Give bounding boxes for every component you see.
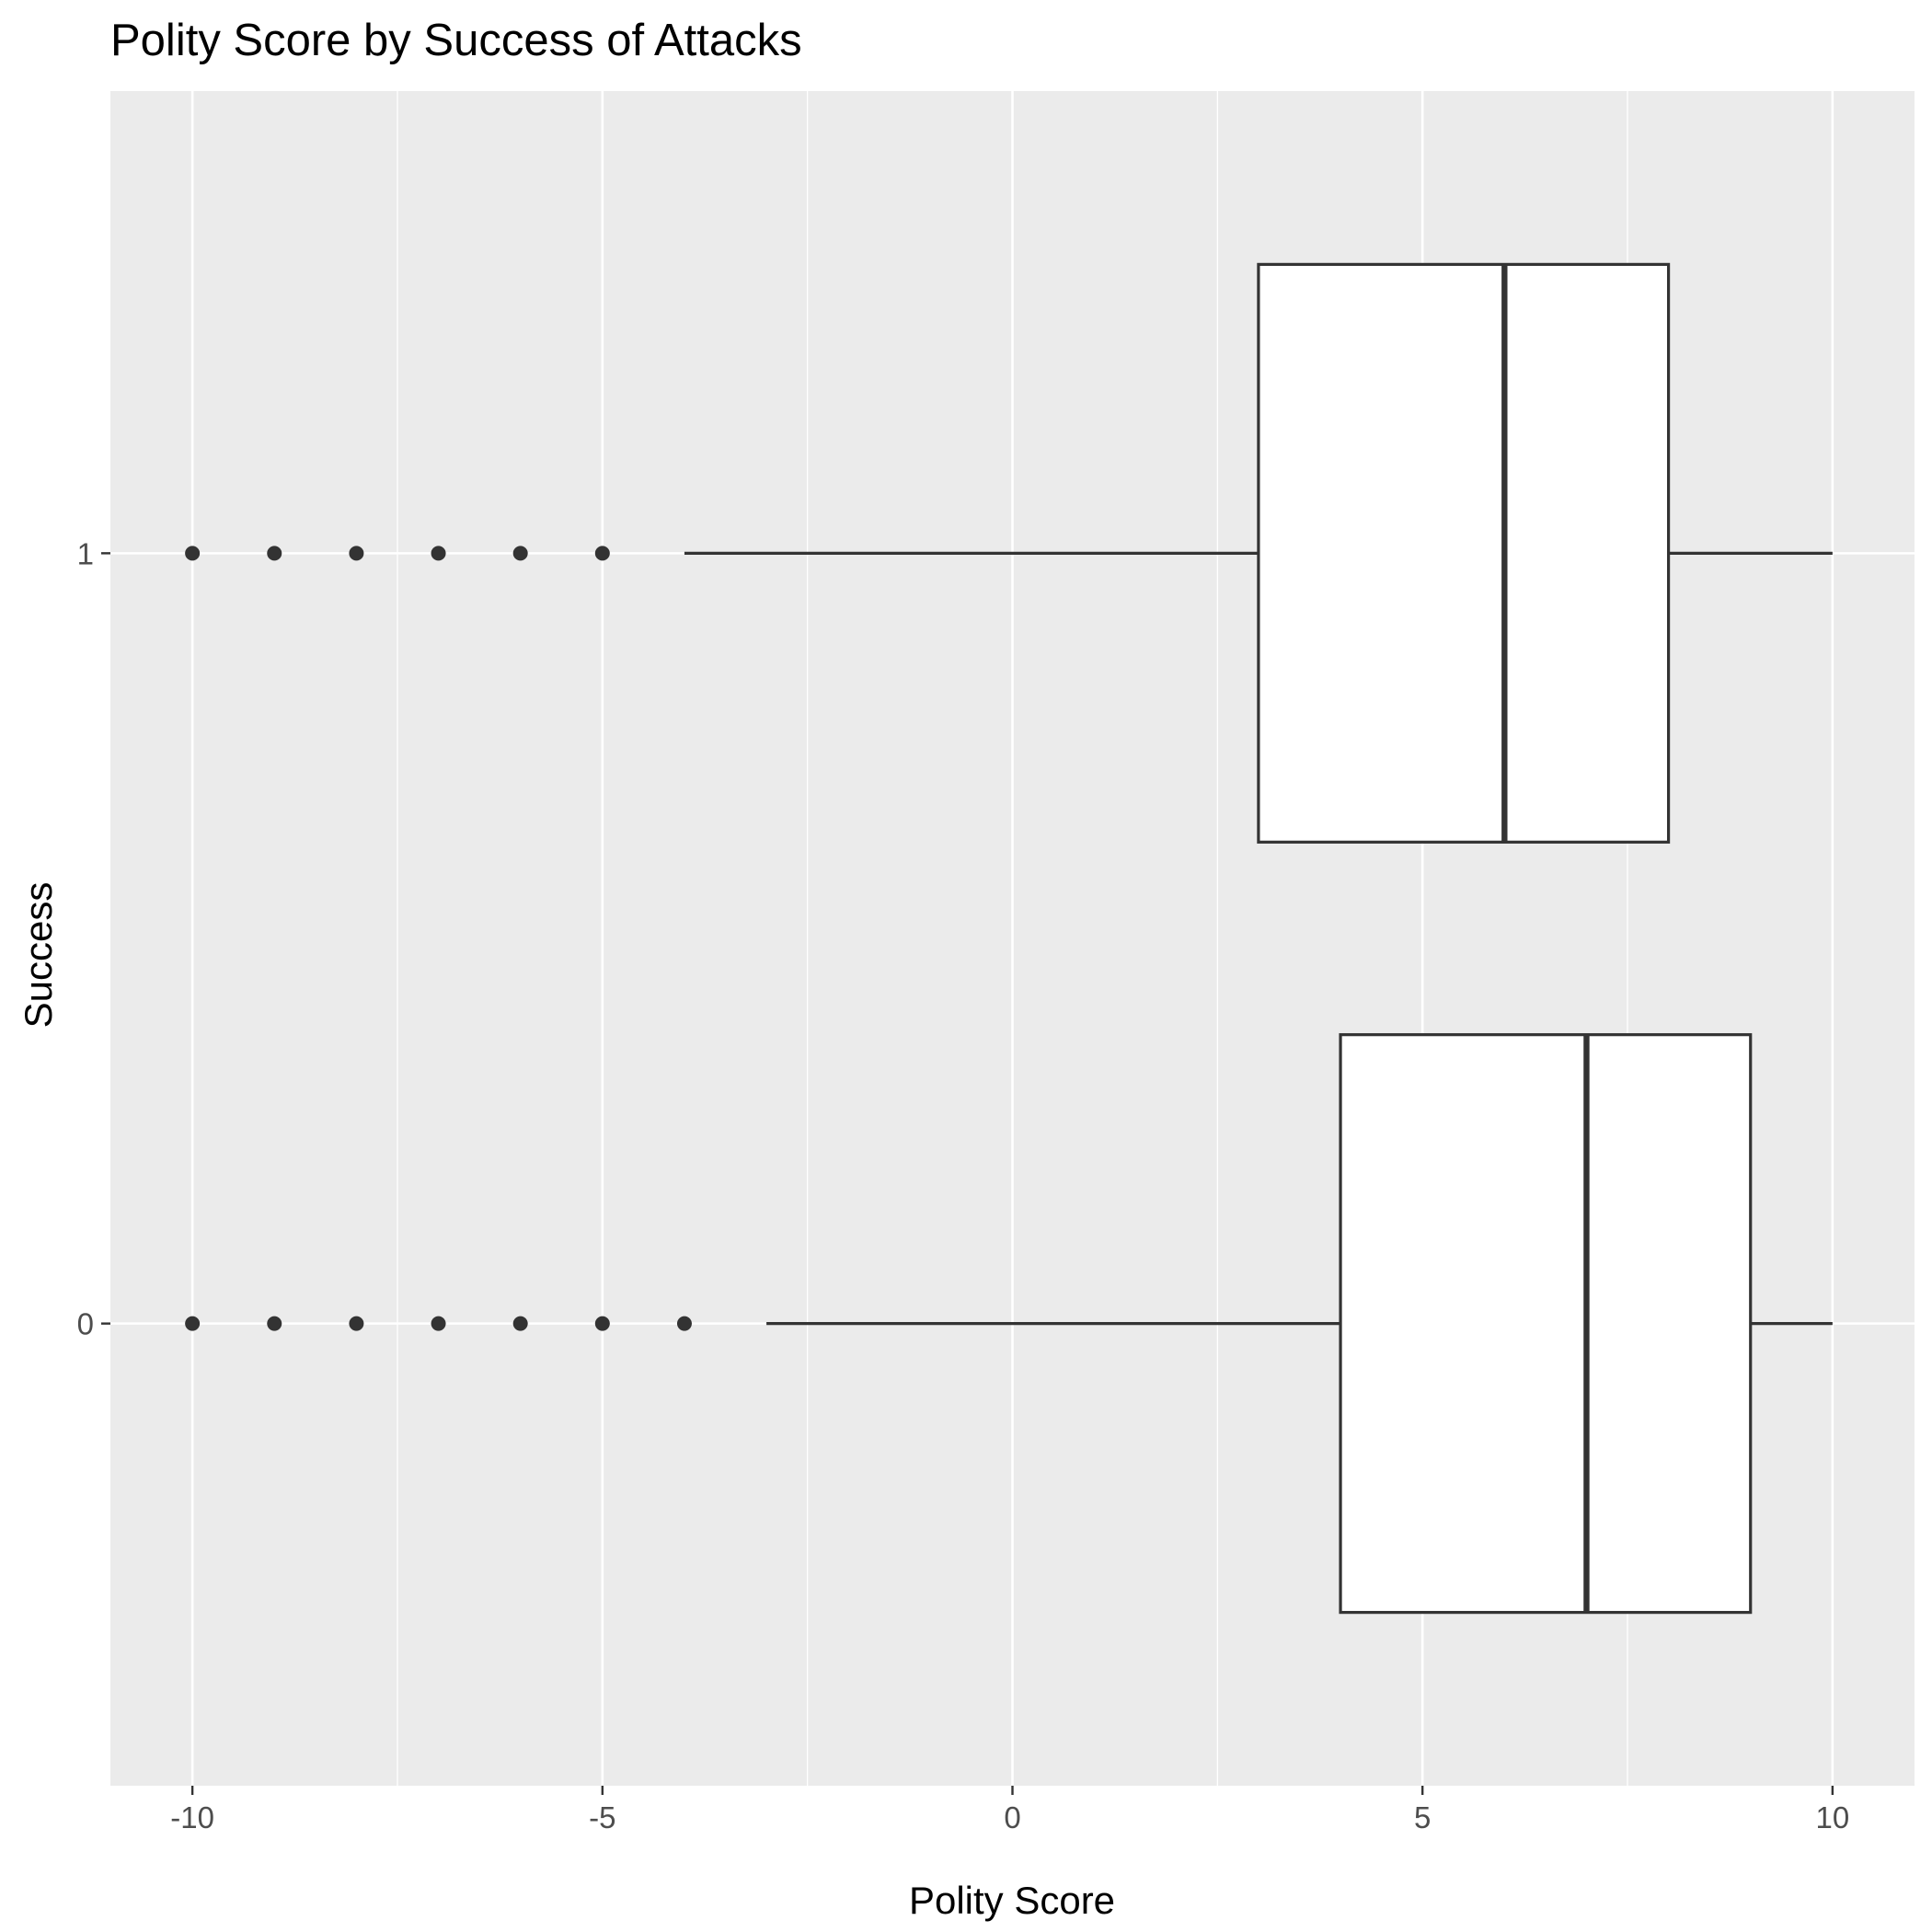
chart-title: Polity Score by Success of Attacks: [110, 16, 802, 65]
y-tick-label: 0: [77, 1307, 94, 1341]
y-axis-title: Success: [17, 882, 60, 1029]
outlier-point: [185, 546, 201, 561]
box-iqr: [1257, 262, 1671, 844]
box-group-0: [185, 1033, 1833, 1615]
x-tick-label: -10: [170, 1800, 214, 1834]
x-axis-title: Polity Score: [909, 1879, 1115, 1922]
outlier-point: [349, 546, 364, 561]
outlier-point: [349, 1316, 364, 1331]
axes: -10 -5 0 5 10 0 1: [77, 536, 1850, 1834]
box-group-1: [185, 262, 1833, 844]
outlier-point: [676, 1316, 692, 1331]
outlier-point: [185, 1316, 201, 1331]
x-tick-label: 0: [1004, 1800, 1020, 1834]
outlier-point: [267, 546, 282, 561]
outlier-point: [431, 1316, 446, 1331]
x-tick-label: 10: [1816, 1800, 1850, 1834]
outlier-point: [594, 1316, 610, 1331]
outlier-point: [512, 1316, 528, 1331]
outlier-point: [431, 546, 446, 561]
outlier-point: [594, 546, 610, 561]
x-tick-label: 5: [1414, 1800, 1431, 1834]
box-series: [185, 262, 1833, 1615]
outlier-point: [267, 1316, 282, 1331]
x-tick-label: -5: [589, 1800, 615, 1834]
y-tick-label: 1: [77, 536, 94, 570]
outlier-point: [512, 546, 528, 561]
box-iqr: [1339, 1033, 1753, 1615]
